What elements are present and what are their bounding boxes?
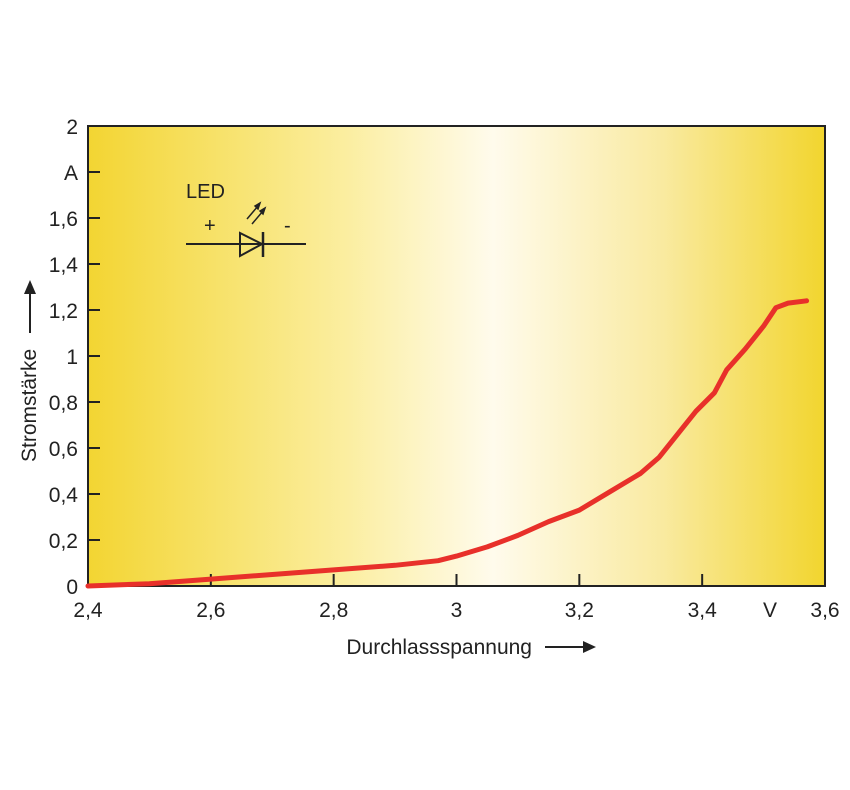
y-tick-label: 1,2 [49,300,78,323]
y-tick-label: 0,6 [49,438,78,461]
x-tick-label: 2,6 [196,599,225,622]
led-label: LED [186,181,225,203]
y-tick-label: 0,2 [49,530,78,553]
led-plus-sign: + [204,215,216,237]
led-symbol: LED + - [186,181,306,258]
y-tick-label: 0,8 [49,392,78,415]
x-axis-arrow [545,641,596,653]
light-emission-arrows-icon [246,201,267,225]
x-tick-label: 3 [451,599,463,622]
x-tick-label: 3,2 [565,599,594,622]
y-tick-label: 2 [66,116,78,139]
x-unit-label: V [763,599,777,622]
plot-area [87,125,826,587]
y-unit-label: A [64,162,78,185]
y-tick-label: 0,4 [49,484,79,507]
led-minus-sign: - [284,215,291,237]
diode-triangle-icon [239,231,265,258]
series-line [85,298,810,589]
y-axis-ticks: 0 0,2 0,4 0,6 0,8 1 1,2 1,4 1,6 2 [49,116,100,599]
x-tick-label: 2,4 [73,599,103,622]
y-axis-title: Stromstärke [18,349,41,462]
x-tick-label: 3,4 [688,599,718,622]
y-tick-label: 1,4 [49,254,79,277]
x-axis-ticks: 2,4 2,6 2,8 3 3,2 3,4 3,6 [73,574,840,622]
y-tick-label: 0 [66,576,78,599]
y-tick-label: 1 [66,346,78,369]
x-axis-title: Durchlassspannung [346,636,532,659]
y-axis-arrow [24,280,36,333]
y-tick-label: 1,6 [49,208,78,231]
x-tick-label: 3,6 [810,599,839,622]
x-tick-label: 2,8 [319,599,348,622]
